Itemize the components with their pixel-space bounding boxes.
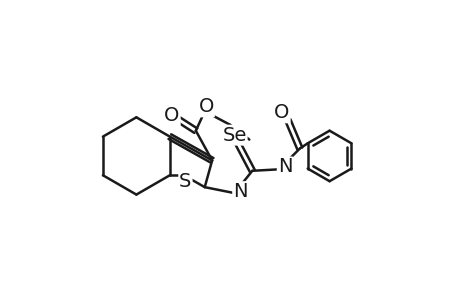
Text: N: N xyxy=(277,158,291,176)
Text: S: S xyxy=(179,172,191,191)
Text: O: O xyxy=(274,103,289,122)
Text: Se: Se xyxy=(222,126,246,145)
Text: N: N xyxy=(233,182,247,201)
Text: O: O xyxy=(164,106,179,125)
Text: O: O xyxy=(198,98,213,116)
